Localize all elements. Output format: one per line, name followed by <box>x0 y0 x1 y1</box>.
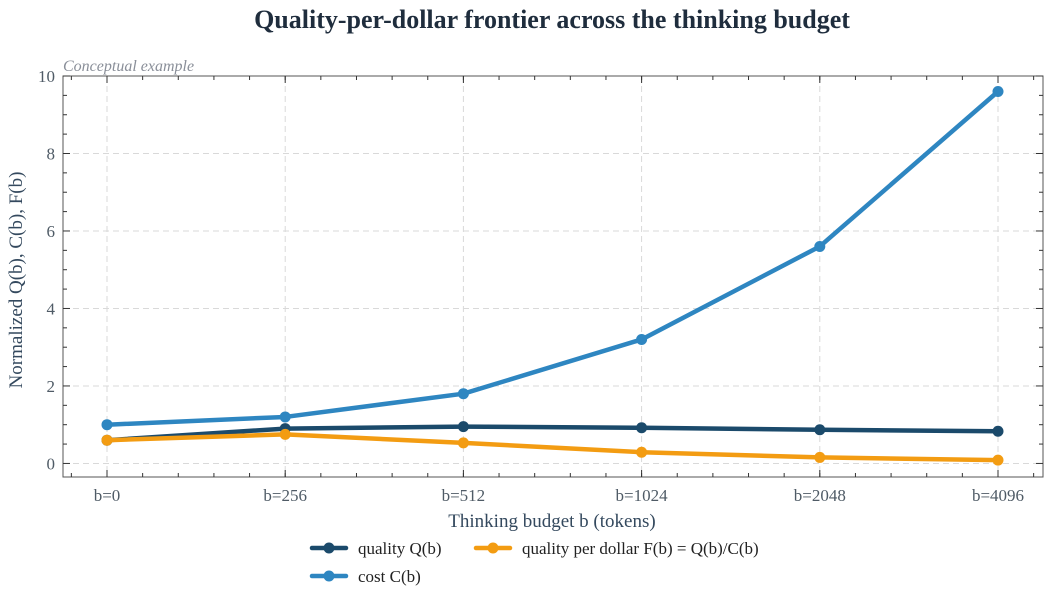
data-point <box>636 422 648 434</box>
data-point <box>101 434 113 446</box>
legend-item: cost C(b) <box>309 567 421 586</box>
plot-frame <box>62 75 1044 478</box>
legend-label: cost C(b) <box>358 567 421 586</box>
series-lines <box>101 85 1004 466</box>
legend: quality Q(b) quality per dollar F(b) = Q(… <box>309 539 759 586</box>
y-tick-label: 10 <box>38 67 55 86</box>
x-tick-label: b=2048 <box>794 486 846 505</box>
x-axis-label: Thinking budget b (tokens) <box>448 511 655 532</box>
legend-marker <box>487 542 499 554</box>
x-tick-label: b=1024 <box>616 486 669 505</box>
series-group <box>101 421 1004 446</box>
legend-item: quality Q(b) <box>309 539 442 558</box>
legend-label: quality per dollar F(b) = Q(b)/C(b) <box>522 539 759 558</box>
legend-marker <box>323 542 335 554</box>
data-point <box>457 388 469 400</box>
legend-item: quality per dollar F(b) = Q(b)/C(b) <box>473 539 759 558</box>
chart-subtitle: Conceptual example <box>63 58 194 75</box>
y-tick-label: 8 <box>47 144 56 163</box>
data-point <box>636 333 648 345</box>
x-tick-label: b=0 <box>94 486 121 505</box>
x-tick-label: b=256 <box>263 486 307 505</box>
data-point <box>992 85 1004 97</box>
grid <box>63 75 1043 477</box>
y-tick-label: 2 <box>47 377 56 396</box>
legend-marker <box>323 570 335 582</box>
data-point <box>814 240 826 252</box>
y-tick-label: 4 <box>47 299 56 318</box>
data-point <box>992 454 1004 466</box>
x-tick-label: b=512 <box>442 486 486 505</box>
y-tick-label: 0 <box>47 454 56 473</box>
data-point <box>814 424 826 436</box>
series-group <box>101 428 1004 466</box>
data-point <box>636 446 648 458</box>
data-point <box>457 421 469 433</box>
y-axis-label: Normalized Q(b), C(b), F(b) <box>6 172 27 389</box>
x-tick-label: b=4096 <box>972 486 1024 505</box>
data-point <box>279 411 291 423</box>
data-point <box>101 419 113 431</box>
series-group <box>101 85 1004 431</box>
data-point <box>279 428 291 440</box>
series-line <box>104 432 1001 463</box>
data-point <box>457 437 469 449</box>
data-point <box>814 451 826 463</box>
y-tick-label: 6 <box>47 222 56 241</box>
data-point <box>992 425 1004 437</box>
series-line <box>104 89 1001 427</box>
series-line <box>104 424 1001 443</box>
axis-ticks: 0 2 4 6 8 10 b=0 b=256 b=512 b=1024 b=2048 b=4096 <box>38 67 1043 505</box>
chart-title: Quality-per-dollar frontier across the t… <box>254 5 850 34</box>
legend-label: quality Q(b) <box>358 539 442 558</box>
